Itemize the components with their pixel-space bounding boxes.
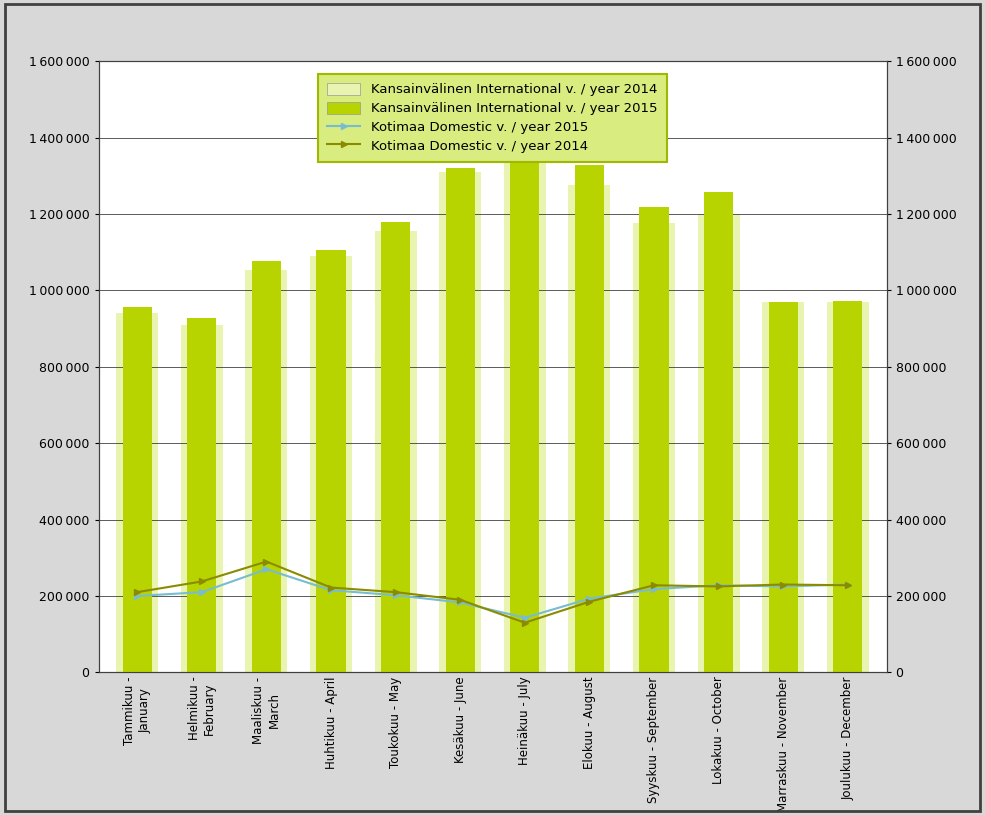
Bar bbox=[510, 138, 540, 672]
Bar bbox=[826, 302, 869, 672]
Bar bbox=[833, 301, 862, 672]
Bar bbox=[116, 312, 159, 672]
Bar bbox=[633, 223, 675, 672]
Bar bbox=[381, 222, 410, 672]
Bar bbox=[697, 214, 740, 672]
Bar bbox=[704, 192, 733, 672]
Bar bbox=[310, 256, 352, 672]
Bar bbox=[245, 271, 288, 672]
Bar bbox=[568, 185, 611, 672]
Legend: Kansainvälinen International v. / year 2014, Kansainvälinen International v. / y: Kansainvälinen International v. / year 2… bbox=[318, 74, 667, 162]
Bar bbox=[374, 231, 417, 672]
Bar bbox=[181, 324, 223, 672]
Bar bbox=[187, 318, 217, 672]
Bar bbox=[316, 250, 346, 672]
Bar bbox=[252, 261, 281, 672]
Bar bbox=[439, 172, 482, 672]
Bar bbox=[639, 207, 669, 672]
Bar bbox=[768, 302, 798, 672]
Bar bbox=[503, 149, 546, 672]
Bar bbox=[575, 165, 604, 672]
Bar bbox=[762, 302, 804, 672]
Bar bbox=[445, 168, 475, 672]
Bar bbox=[123, 307, 152, 672]
